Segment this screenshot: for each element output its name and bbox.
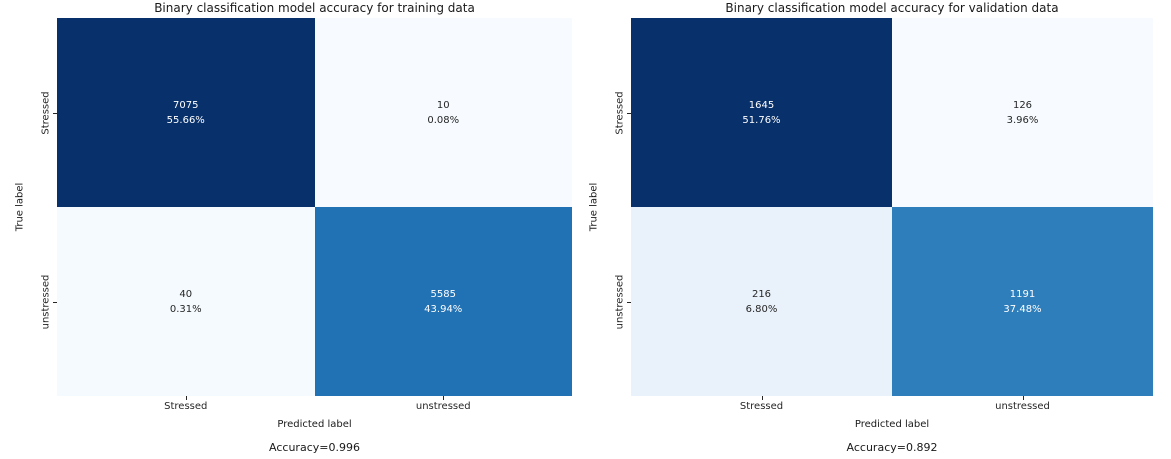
x-tick-label-unstressed: unstressed	[995, 401, 1050, 412]
cell-count: 10	[436, 99, 450, 111]
y-tick-mark	[53, 301, 57, 303]
cell-percent: 37.48%	[1003, 303, 1042, 315]
cell-percent: 6.80%	[745, 303, 778, 315]
heatmap-cell-true-negative: 5585 43.94%	[314, 207, 572, 396]
cell-count: 7075	[173, 99, 199, 111]
y-tick-label-stressed: Stressed	[40, 90, 52, 135]
heatmap-cell-false-negative: 10 0.08%	[314, 18, 572, 207]
y-tick-mark	[627, 112, 631, 114]
x-axis-label: Predicted label	[277, 419, 352, 430]
cell-percent: 51.76%	[742, 114, 781, 126]
cell-percent: 55.66%	[166, 114, 205, 126]
y-axis-label: True label	[14, 182, 26, 232]
cell-percent: 0.08%	[427, 114, 460, 126]
x-tick-mark	[1022, 396, 1024, 400]
heatmap-validation: 1645 51.76% 126 3.96% 216 6.80% 1191 37.…	[631, 18, 1153, 396]
y-axis-label: True label	[588, 182, 600, 232]
x-tick-mark	[761, 396, 763, 400]
accuracy-annotation: Accuracy=0.996	[269, 441, 360, 454]
x-tick-mark	[443, 396, 445, 400]
y-tick-mark	[627, 301, 631, 303]
cell-percent: 0.31%	[169, 303, 202, 315]
cell-count: 216	[751, 288, 772, 300]
heatmap-training: 7075 55.66% 10 0.08% 40 0.31% 5585 43.94…	[57, 18, 572, 396]
panel-training: Binary classification model accuracy for…	[14, 1, 572, 454]
cell-count: 5585	[430, 288, 456, 300]
x-axis-label: Predicted label	[854, 419, 930, 430]
y-tick-label-unstressed: unstressed	[40, 274, 52, 329]
x-tick-label-stressed: Stressed	[739, 401, 784, 412]
cell-count: 40	[179, 288, 193, 300]
heatmap-cell-false-negative: 126 3.96%	[892, 18, 1153, 207]
y-tick-label-unstressed: unstressed	[614, 274, 626, 329]
cell-count: 1191	[1009, 288, 1036, 300]
panel-validation: Binary classification model accuracy for…	[586, 0, 1171, 459]
chart-title-training: Binary classification model accuracy for…	[154, 1, 475, 15]
y-tick-mark	[53, 112, 57, 114]
cell-count: 126	[1012, 99, 1033, 111]
heatmap-cell-false-positive: 216 6.80%	[631, 207, 892, 396]
heatmap-cell-true-positive: 1645 51.76%	[631, 18, 892, 207]
accuracy-annotation: Accuracy=0.892	[846, 441, 938, 454]
heatmap-cell-true-negative: 1191 37.48%	[892, 207, 1153, 396]
cell-count: 1645	[748, 99, 775, 111]
chart-title-validation: Binary classification model accuracy for…	[725, 1, 1059, 15]
heatmap-cell-true-positive: 7075 55.66%	[57, 18, 315, 207]
y-tick-label-stressed: Stressed	[614, 90, 626, 135]
cell-percent: 43.94%	[424, 303, 463, 315]
x-tick-label-unstressed: unstressed	[415, 401, 471, 412]
x-tick-mark	[185, 396, 187, 400]
cell-percent: 3.96%	[1006, 114, 1039, 126]
heatmap-cell-false-positive: 40 0.31%	[57, 207, 315, 396]
x-tick-label-stressed: Stressed	[164, 401, 208, 412]
